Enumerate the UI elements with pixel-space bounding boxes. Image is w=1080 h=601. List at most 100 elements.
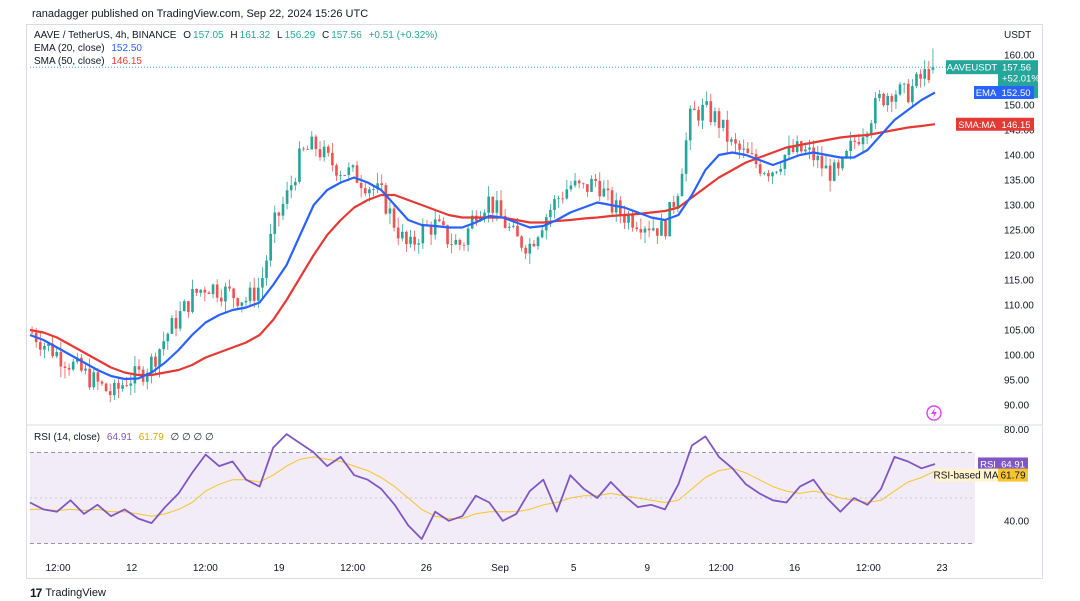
candle-body xyxy=(771,172,774,177)
candle-body xyxy=(104,383,108,392)
candle-body xyxy=(236,298,240,306)
candle-body xyxy=(828,165,832,181)
candle-body xyxy=(470,215,474,229)
candle-body xyxy=(816,155,820,161)
price-tick-label: 125.00 xyxy=(1004,226,1035,237)
candle xyxy=(886,92,890,112)
rsi-ma-tag-value-bg xyxy=(998,468,1028,482)
candle-body xyxy=(804,149,807,152)
candle-body xyxy=(849,140,852,151)
candle-body xyxy=(450,244,453,246)
candle-body xyxy=(767,173,770,177)
candle xyxy=(725,110,729,153)
candle xyxy=(557,195,560,208)
candle-body xyxy=(894,94,898,102)
price-tick-label: 150.00 xyxy=(1004,101,1035,112)
candle-body xyxy=(808,147,811,150)
candle-body xyxy=(347,167,351,176)
candle xyxy=(96,367,100,390)
chart-legend: AAVE / TetherUS, 4h, BINANCE O 157.05 H 16… xyxy=(34,29,438,68)
candle xyxy=(906,79,910,104)
candle xyxy=(528,238,532,264)
candle xyxy=(162,331,166,356)
candle-body xyxy=(400,231,404,239)
candle xyxy=(232,287,235,308)
candle xyxy=(84,364,87,375)
candle xyxy=(100,380,104,387)
price-tags: AAVEUSDT157.56+52.01%33:57EMA152.50SMA:M… xyxy=(926,60,1040,482)
candle-body xyxy=(281,203,285,216)
candle xyxy=(915,72,918,89)
sma-legend-value: 146.15 xyxy=(111,56,142,67)
candle xyxy=(195,288,198,296)
candle xyxy=(289,175,293,199)
candle-body xyxy=(820,155,824,169)
candle xyxy=(396,217,400,246)
candle xyxy=(269,223,272,267)
tradingview-footer[interactable]: 17 TradingView xyxy=(30,586,106,600)
candle-body xyxy=(392,208,396,228)
candle-body xyxy=(730,139,733,142)
candle xyxy=(363,182,367,197)
price-tick-label: 100.00 xyxy=(1004,351,1035,362)
candle xyxy=(343,174,347,176)
candle-body xyxy=(861,137,865,145)
lightning-icon-ring xyxy=(926,405,942,421)
sma-price-tag-label: SMA:MA xyxy=(958,120,996,131)
candle xyxy=(203,286,207,302)
candle xyxy=(618,196,622,224)
symbol-tag-label-bg xyxy=(946,60,998,75)
candle-body xyxy=(67,368,71,370)
candle-body xyxy=(520,236,523,248)
candle-body xyxy=(524,247,528,254)
candle xyxy=(400,224,404,242)
price-tick-label: 135.00 xyxy=(1004,176,1035,187)
change-value: +0.51 (+0.32%) xyxy=(368,30,438,41)
candle xyxy=(88,358,91,390)
rsi-legend-title: RSI (14, close) xyxy=(34,432,101,443)
rsi-legend[interactable]: RSI (14, close) 64.91 61.79 ∅ ∅ ∅ ∅ xyxy=(34,431,214,444)
candle xyxy=(318,141,322,161)
candle-body xyxy=(137,366,141,370)
candle xyxy=(417,239,421,254)
candle-body xyxy=(919,73,922,79)
rsi-band xyxy=(30,451,975,544)
candle-body xyxy=(108,391,112,396)
candle-body xyxy=(713,111,717,123)
ema-legend-row[interactable]: EMA (20, close) 152.50 xyxy=(34,42,438,55)
candle-body xyxy=(717,111,721,128)
candle-body xyxy=(376,183,379,190)
candle xyxy=(347,162,351,182)
candle-body xyxy=(277,212,281,216)
candle xyxy=(437,214,441,223)
symbol-legend-row[interactable]: AAVE / TetherUS, 4h, BINANCE O 157.05 H 16… xyxy=(34,29,438,42)
candle-body xyxy=(454,239,458,245)
candle-body xyxy=(191,288,194,312)
candle-body xyxy=(549,209,552,218)
candle xyxy=(660,213,663,236)
candle xyxy=(606,179,610,201)
candle xyxy=(71,358,75,372)
candle-body xyxy=(598,180,602,197)
candle xyxy=(610,186,614,217)
candle-body xyxy=(890,95,894,102)
candle xyxy=(466,226,470,252)
candle xyxy=(664,218,667,240)
candle-body xyxy=(446,225,449,245)
candle xyxy=(137,359,141,376)
sma-legend-row[interactable]: SMA (50, close) 146.15 xyxy=(34,55,438,68)
candle-body xyxy=(182,301,186,312)
symbol-tag-price: 157.56 xyxy=(1002,63,1031,74)
candle xyxy=(882,92,885,108)
candle-body xyxy=(96,372,100,382)
lightning-icon-bolt xyxy=(931,408,937,418)
candle-body xyxy=(602,188,606,197)
candle xyxy=(828,158,832,192)
rsi-ma-line xyxy=(30,456,936,519)
candle xyxy=(310,130,314,150)
rsi-value-tag-label-bg xyxy=(978,457,998,471)
candle-body xyxy=(437,219,441,222)
candle xyxy=(248,281,252,306)
candle-body xyxy=(783,154,787,169)
